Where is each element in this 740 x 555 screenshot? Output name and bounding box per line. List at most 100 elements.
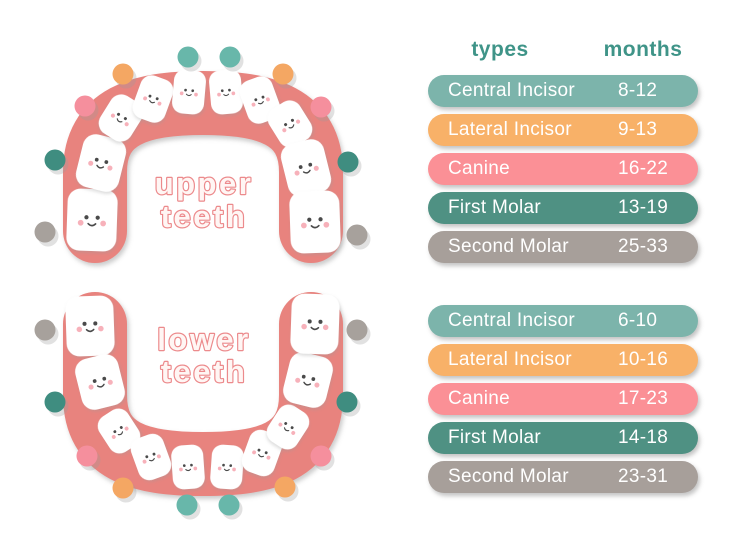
months-value: 17-23 [618, 388, 669, 409]
months-value: 13-19 [618, 197, 669, 218]
eruption-dot-first-molar [44, 149, 66, 171]
row-upper-canine: Canine 16-22 [428, 153, 698, 185]
types-column-header: types [471, 38, 529, 61]
eruption-dot-lateral-incisor [112, 477, 134, 499]
eruption-dot-first-molar [337, 151, 359, 173]
tooth-type-label: Central Incisor [448, 80, 575, 101]
row-upper-lateral-incisor: Lateral Incisor 9-13 [428, 114, 698, 146]
tooth-type-label: Second Molar [448, 236, 569, 257]
tooth-central-incisor-icon [210, 444, 244, 490]
lower-teeth-group [65, 293, 340, 490]
tooth-face [301, 319, 329, 331]
months-value: 8-12 [618, 80, 658, 101]
tooth-face [251, 95, 270, 107]
eruption-dot-central-incisor [218, 494, 240, 516]
tooth-face [217, 88, 236, 97]
row-lower-canine: Canine 17-23 [428, 383, 698, 415]
tooth-type-label: Lateral Incisor [448, 349, 572, 370]
tooth-face [88, 376, 113, 390]
lower-legend-dots [34, 319, 371, 520]
tooth-canine-icon [266, 404, 310, 450]
eruption-dot-central-incisor [176, 494, 198, 516]
months-value: 9-13 [618, 119, 658, 140]
tooth-first-molar-icon [280, 139, 332, 197]
eruption-dot-canine [74, 95, 96, 117]
eruption-dot-lateral-incisor [274, 476, 296, 498]
eruption-dot-second-molar [346, 224, 368, 246]
eruption-dot-second-molar [34, 221, 56, 243]
tooth-face [179, 463, 198, 472]
upper-legend-dots [34, 46, 371, 250]
eruption-dot-second-molar [346, 319, 368, 341]
months-value: 25-33 [618, 236, 669, 257]
tooth-face [76, 321, 104, 333]
eruption-dot-lateral-incisor [112, 63, 134, 85]
tooth-face [300, 217, 330, 229]
row-upper-first-molar: First Molar 13-19 [428, 192, 698, 224]
tooth-type-label: Lateral Incisor [448, 119, 572, 140]
eruption-dot-central-incisor [219, 46, 241, 68]
months-column-header: months [603, 38, 683, 61]
tooth-first-molar-icon [75, 134, 127, 192]
tooth-canine-icon [267, 100, 313, 148]
eruption-dot-second-molar [34, 319, 56, 341]
tooth-type-label: Canine [448, 158, 511, 179]
tooth-type-label: Canine [448, 388, 511, 409]
upper-teeth-group [66, 69, 341, 254]
lower-teeth-label-line1: lower [157, 322, 250, 357]
eruption-dot-canine [310, 445, 332, 467]
eruption-dot-central-incisor [177, 46, 199, 68]
months-value: 16-22 [618, 158, 669, 179]
tooth-face [88, 157, 113, 171]
tooth-second-molar-icon [290, 293, 340, 355]
row-lower-lateral-incisor: Lateral Incisor 10-16 [428, 344, 698, 376]
eruption-dot-lateral-incisor [272, 63, 294, 85]
months-value: 23-31 [618, 466, 669, 487]
tooth-lateral-incisor-icon [132, 75, 174, 123]
lower-teeth-table: Central Incisor 6-10 Lateral Incisor 10-… [428, 305, 698, 500]
tooth-face [252, 448, 271, 460]
tooth-lateral-incisor-icon [130, 433, 172, 481]
eruption-dot-first-molar [336, 391, 358, 413]
tooth-first-molar-icon [75, 354, 125, 410]
upper-teeth-label-line1: upper [155, 166, 254, 201]
upper-teeth-table: Central Incisor 8-12 Lateral Incisor 9-1… [428, 75, 698, 270]
upper-teeth-label-line2: teeth [161, 199, 248, 234]
teeth-arches-illustration: upper teeth lower teeth [34, 46, 371, 520]
months-value: 6-10 [618, 310, 658, 331]
tooth-central-incisor-icon [209, 69, 243, 115]
tooth-face [179, 88, 198, 97]
tooth-second-molar-icon [289, 190, 341, 254]
tooth-face [295, 374, 320, 388]
tooth-second-molar-icon [65, 295, 115, 357]
lower-teeth-label-line2: teeth [161, 354, 248, 389]
tooth-type-label: First Molar [448, 427, 542, 448]
row-upper-central-incisor: Central Incisor 8-12 [428, 75, 698, 107]
tooth-type-label: Central Incisor [448, 310, 575, 331]
tooth-canine-icon [97, 408, 141, 454]
tooth-face [278, 422, 296, 435]
row-lower-first-molar: First Molar 14-18 [428, 422, 698, 454]
row-lower-central-incisor: Central Incisor 6-10 [428, 305, 698, 337]
tooth-face [294, 162, 319, 176]
tooth-central-incisor-icon [171, 444, 205, 490]
tooth-central-incisor-icon [172, 69, 206, 115]
months-value: 10-16 [618, 349, 669, 370]
tooth-type-label: First Molar [448, 197, 542, 218]
eruption-dot-first-molar [44, 391, 66, 413]
row-lower-second-molar: Second Molar 23-31 [428, 461, 698, 493]
months-value: 14-18 [618, 427, 669, 448]
tooth-face [282, 118, 301, 133]
lower-arch: lower teeth [34, 292, 371, 520]
eruption-dot-canine [310, 96, 332, 118]
tooth-canine-icon [98, 94, 144, 142]
tooth-face [142, 452, 161, 464]
row-upper-second-molar: Second Molar 25-33 [428, 231, 698, 263]
upper-arch: upper teeth [34, 46, 371, 263]
tooth-face [111, 426, 129, 439]
tooth-type-label: Second Molar [448, 466, 569, 487]
tooth-face [217, 463, 236, 472]
tooth-first-molar-icon [283, 352, 333, 408]
eruption-dot-canine [76, 445, 98, 467]
